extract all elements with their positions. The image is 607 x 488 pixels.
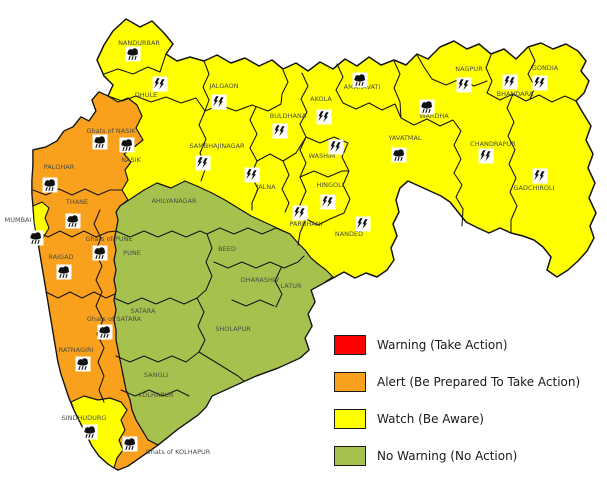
district-label-gondia: GONDIA [532, 64, 559, 72]
district-label-ghats-of-nasik: Ghats of NASIK [86, 127, 136, 135]
thunderstorm-icon [532, 75, 548, 91]
warning-color-swatch [334, 335, 366, 355]
no-warning-color-swatch [334, 446, 366, 466]
rain-icon [64, 212, 82, 230]
rain-icon [351, 71, 369, 89]
alert-legend-label: Alert (Be Prepared To Take Action) [377, 375, 581, 389]
rain-icon [124, 45, 142, 63]
rain-icon [121, 435, 139, 453]
district-label-bhandara: BHANDARA [497, 90, 534, 98]
district-label-jalgaon: JALGAON [208, 82, 238, 90]
thunderstorm-icon [316, 109, 332, 125]
mumbai-watch-region [32, 201, 50, 239]
district-label-beed: BEED [218, 245, 236, 253]
district-label-latur: LATUR [281, 282, 302, 290]
legend-row-alert: Alert (Be Prepared To Take Action) [334, 371, 580, 393]
district-label-parbhani: PARBHANI [289, 220, 322, 228]
thunderstorm-icon [328, 139, 344, 155]
district-label-kolhapur: KOLHAPUR [138, 391, 174, 399]
district-label-nagpur: NAGPUR [455, 65, 483, 73]
rain-icon [74, 355, 92, 373]
rain-icon [81, 423, 99, 441]
thunderstorm-icon [456, 77, 472, 93]
watch-legend-label: Watch (Be Aware) [377, 412, 484, 426]
rain-icon [91, 244, 109, 262]
thunderstorm-icon [532, 168, 548, 184]
no-warning-legend-label: No Warning (No Action) [377, 449, 518, 463]
thunderstorm-icon [478, 148, 494, 164]
thunderstorm-icon [355, 216, 371, 232]
district-label-sindhudurg: SINDHUDURG [62, 414, 107, 422]
district-label-ahilyanagar: AHILYANAGAR [151, 197, 197, 205]
rain-icon [418, 98, 436, 116]
district-label-raigad: RAIGAD [48, 253, 73, 261]
rain-icon [390, 146, 408, 164]
district-label-nasik: NASIK [121, 156, 141, 164]
rain-icon [27, 229, 45, 247]
legend-row-no-warning: No Warning (No Action) [334, 445, 580, 467]
district-label-mumbai: MUMBAI [5, 216, 32, 224]
thunderstorm-icon [272, 123, 288, 139]
district-label-yavatmal: YAVATMAL [387, 134, 421, 142]
thunderstorm-icon [211, 94, 227, 110]
alert-color-swatch [334, 372, 366, 392]
district-label-chandrapur: CHANDRAPUR [470, 140, 516, 148]
district-label-hingoli: HINGOLI [316, 181, 343, 189]
district-label-buldhana: BULDHANA [270, 112, 307, 120]
legend-row-warning: Warning (Take Action) [334, 334, 580, 356]
rain-icon [96, 323, 114, 341]
district-label-nandurbar: NANDURBAR [118, 39, 160, 47]
district-label-palghar: PALGHAR [44, 163, 75, 171]
district-label-akola: AKOLA [310, 95, 332, 103]
district-label-gadchiroli: GADCHIROLI [513, 184, 554, 192]
district-label-dharashiv: DHARASHIV [241, 276, 280, 284]
thunderstorm-icon [152, 76, 168, 92]
thunderstorm-icon [195, 155, 211, 171]
district-label-dhule: DHULE [135, 91, 157, 99]
thunderstorm-icon [320, 194, 336, 210]
district-label-sholapur: SHOLAPUR [215, 325, 251, 333]
district-label-sangli: SANGLI [144, 371, 168, 379]
district-label-pune: PUNE [123, 249, 141, 257]
thunderstorm-icon [292, 205, 308, 221]
rain-icon [91, 133, 109, 151]
rain-icon [41, 176, 59, 194]
thunderstorm-icon [502, 74, 518, 90]
district-label-ghats-of-pune: Ghats of PUNE [85, 235, 132, 243]
legend: Warning (Take Action) Alert (Be Prepared… [334, 334, 580, 482]
district-label-nanded: NANDED [335, 230, 363, 238]
district-label-wardha: WARDHA [419, 112, 449, 120]
legend-row-watch: Watch (Be Aware) [334, 408, 580, 430]
district-label-ratnagiri: RATNAGIRI [59, 346, 94, 354]
rain-icon [55, 263, 73, 281]
district-label-satara: SATARA [131, 307, 156, 315]
watch-color-swatch [334, 409, 366, 429]
district-label-washim: WASHIM [308, 152, 335, 160]
district-label-jalna: JALNA [255, 183, 276, 191]
district-label-thane: THANE [65, 198, 88, 206]
district-label-ghats-of-satara: Ghats of SATARA [87, 315, 142, 323]
district-label-ghats-of-kolhapur: Ghats of KOLHAPUR [146, 448, 211, 456]
district-label-sambhajinagar: SAMBHAJINAGAR [189, 142, 245, 150]
rain-icon [118, 136, 136, 154]
warning-legend-label: Warning (Take Action) [377, 338, 508, 352]
thunderstorm-icon [244, 167, 260, 183]
